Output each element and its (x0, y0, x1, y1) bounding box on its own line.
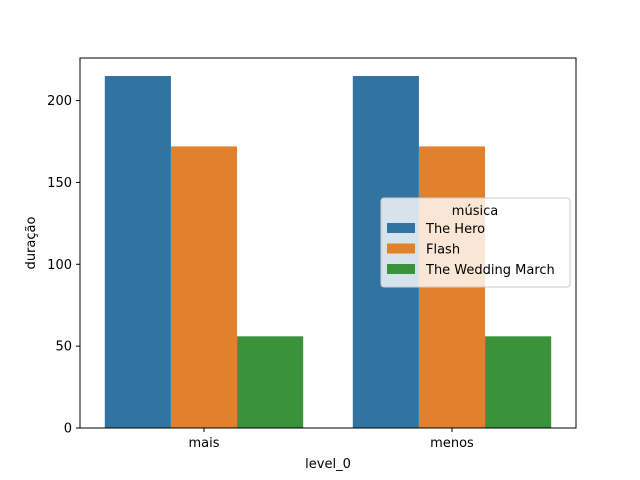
x-axis-ticks: mais menos (188, 428, 474, 451)
plot-frame (79, 57, 577, 429)
x-tick-label: menos (430, 436, 474, 451)
x-tick-label: mais (188, 436, 219, 451)
y-axis-label: duração (24, 217, 39, 270)
bar-mais-the-hero (104, 76, 171, 428)
legend-swatch (387, 243, 415, 254)
y-tick-label: 50 (55, 340, 72, 355)
y-tick-label: 200 (47, 94, 72, 109)
bar-mais-the-wedding-march (237, 336, 304, 428)
y-tick-label: 100 (47, 258, 72, 273)
y-tick-label: 0 (64, 422, 72, 437)
y-tick-label: 150 (47, 176, 72, 191)
x-axis-label: level_0 (305, 457, 351, 472)
legend-title: música (452, 204, 498, 219)
bar-mais-flash (170, 146, 238, 428)
legend-swatch (387, 264, 415, 274)
legend-item-label: Flash (426, 243, 460, 258)
bar-menos-the-wedding-march (485, 336, 552, 428)
legend-item-label: The Hero (425, 222, 485, 237)
legend-item-label: The Wedding March (425, 263, 555, 278)
legend: música The Hero Flash The Wedding March (380, 197, 571, 288)
legend-swatch (387, 223, 415, 233)
y-axis-ticks: 0 50 100 150 200 (47, 94, 80, 437)
legend-frame (380, 197, 571, 288)
